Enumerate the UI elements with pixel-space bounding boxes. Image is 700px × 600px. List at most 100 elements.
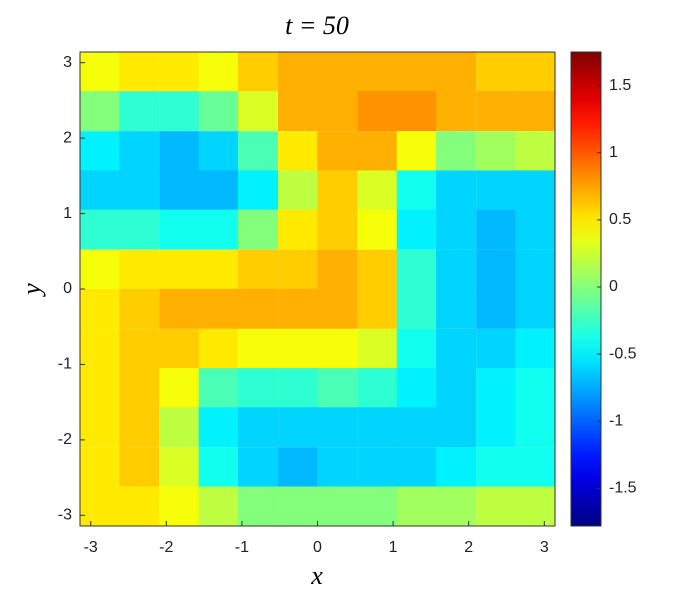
heatmap-cell: [119, 209, 160, 250]
heatmap-cell: [119, 249, 160, 290]
heatmap-cell: [436, 170, 477, 211]
heatmap-cell: [79, 170, 121, 211]
heatmap-cell: [436, 407, 477, 448]
heatmap-cell: [357, 447, 398, 488]
heatmap-cell: [278, 51, 319, 92]
heatmap-cell: [237, 170, 279, 211]
heatmap-cell: [396, 209, 437, 250]
heatmap-cell: [476, 91, 517, 132]
heatmap-cell: [278, 486, 319, 527]
heatmap-cell: [119, 288, 160, 329]
heatmap-cell: [515, 288, 556, 329]
heatmap-cell: [159, 447, 200, 488]
heatmap-cell: [515, 51, 556, 92]
heatmap-cell: [159, 91, 200, 132]
heatmap-cell: [357, 486, 398, 527]
heatmap-cell: [515, 407, 556, 448]
colorbar: [570, 51, 602, 527]
heatmap-cell: [396, 170, 437, 211]
heatmap-cell: [198, 51, 239, 92]
heatmap-cell: [317, 131, 358, 172]
x-tick-label: -1: [235, 539, 249, 556]
heatmap-cell: [278, 131, 319, 172]
heatmap-cell: [237, 131, 279, 172]
heatmap-cell: [317, 407, 358, 448]
heatmap-cell: [357, 209, 398, 250]
heatmap-cell: [476, 288, 517, 329]
heatmap-cell: [159, 328, 200, 369]
heatmap-cell: [159, 209, 200, 250]
heatmap-cell: [159, 288, 200, 329]
heatmap-cell: [237, 91, 279, 132]
heatmap-cell: [278, 288, 319, 329]
heatmap-cell: [159, 368, 200, 409]
colorbar-tick-label: -1.5: [609, 480, 637, 497]
y-tick-label: -3: [58, 507, 72, 524]
heatmap-cell: [436, 486, 477, 527]
heatmap-cell: [159, 407, 200, 448]
x-tick-label: -3: [84, 539, 98, 556]
heatmap-cell: [119, 51, 160, 92]
heatmap-cell: [357, 91, 398, 132]
heatmap-cell: [396, 328, 437, 369]
x-tick-label: 2: [464, 539, 473, 556]
heatmap-cell: [396, 288, 437, 329]
heatmap-cell: [278, 328, 319, 369]
heatmap-cell: [79, 91, 121, 132]
heatmap-cell: [278, 209, 319, 250]
heatmap-cell: [396, 91, 437, 132]
colorbar-tick-label: 0: [609, 278, 618, 295]
heatmap-cell: [515, 91, 556, 132]
heatmap-cell: [198, 486, 239, 527]
x-tick-label: 1: [389, 539, 398, 556]
heatmap-cell: [436, 368, 477, 409]
heatmap-cell: [357, 407, 398, 448]
heatmap-cell: [119, 131, 160, 172]
heatmap-cell: [198, 131, 239, 172]
heatmap-cell: [198, 249, 239, 290]
heatmap-cell: [515, 209, 556, 250]
x-tick-label: -2: [159, 539, 173, 556]
heatmap-cell: [357, 288, 398, 329]
heatmap-cell: [278, 249, 319, 290]
heatmap-cell: [198, 407, 239, 448]
heatmap-cell: [476, 249, 517, 290]
colorbar-tick-label: 1.5: [609, 77, 631, 94]
heatmap-cell: [237, 249, 279, 290]
heatmap-cell: [476, 486, 517, 527]
heatmap-cell: [317, 209, 358, 250]
heatmap-cell: [515, 447, 556, 488]
heatmap-cell: [198, 447, 239, 488]
heatmap-cell: [515, 328, 556, 369]
heatmap-cell: [396, 51, 437, 92]
heatmap-cell: [237, 51, 279, 92]
heatmap-cell: [357, 170, 398, 211]
heatmap-cell: [317, 249, 358, 290]
heatmap-cell: [396, 486, 437, 527]
heatmap-cell: [515, 131, 556, 172]
heatmap-cell: [119, 407, 160, 448]
colorbar-tick-label: 1: [609, 144, 618, 161]
y-axis-label: y: [17, 283, 46, 298]
heatmap-cell: [79, 209, 121, 250]
colorbar-tick-label: 0.5: [609, 211, 631, 228]
heatmap-cell: [515, 368, 556, 409]
heatmap-cell: [476, 368, 517, 409]
heatmap-cell: [159, 486, 200, 527]
heatmap-cell: [119, 170, 160, 211]
heatmap-cell: [119, 447, 160, 488]
heatmap-cell: [436, 131, 477, 172]
heatmap-cell: [237, 407, 279, 448]
heatmap-cell: [317, 51, 358, 92]
heatmap-cell: [119, 328, 160, 369]
y-tick-label: 2: [63, 129, 72, 146]
heatmap-cell: [317, 328, 358, 369]
heatmap-cell: [198, 209, 239, 250]
heatmap-cell: [436, 328, 477, 369]
heatmap-cell: [79, 368, 121, 409]
heatmap-cell: [278, 368, 319, 409]
heatmap-cell: [278, 91, 319, 132]
heatmap-cell: [476, 51, 517, 92]
y-tick-label: 1: [63, 205, 72, 222]
heatmap-cell: [476, 170, 517, 211]
